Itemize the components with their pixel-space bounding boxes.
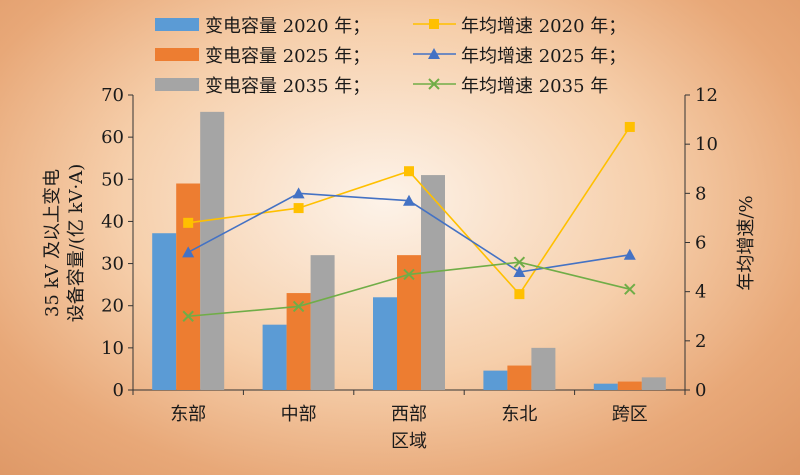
- point-2-东北: [513, 266, 526, 277]
- y2-axis-title: 年均增速/%: [736, 195, 757, 290]
- bar-1-跨区: [593, 383, 618, 390]
- y2-tick-label: 10: [695, 134, 718, 155]
- bar-2-跨区: [617, 381, 642, 390]
- x-tick-label: 东北: [501, 404, 537, 425]
- legend-swatch-bar-1: [155, 18, 199, 31]
- bar-1-东部: [152, 233, 177, 390]
- x-tick-label: 东部: [170, 404, 206, 425]
- point-2-中部: [292, 187, 305, 199]
- bar-3-东北: [531, 347, 556, 390]
- y-tick-label: 70: [101, 85, 124, 106]
- y2-tick-label: 2: [695, 331, 706, 352]
- point-1-西部: [404, 166, 414, 177]
- y2-tick-label: 6: [695, 233, 706, 254]
- y2-tick-label: 8: [695, 183, 706, 204]
- point-3-跨区: [624, 283, 636, 295]
- bar-2-中部: [286, 293, 311, 390]
- y-tick-label: 10: [101, 338, 124, 359]
- point-1-中部: [293, 203, 304, 214]
- y-tick-label: 40: [101, 211, 124, 232]
- point-3-东部: [182, 310, 194, 322]
- bar-2-西部: [397, 255, 421, 390]
- point-3-东北: [513, 256, 526, 268]
- y-tick-label: 30: [101, 254, 124, 275]
- legend-marker-1: [429, 19, 439, 29]
- bar-1-西部: [373, 297, 397, 390]
- bar-3-东部: [200, 111, 225, 390]
- y-axis-title-line1: 35 kV 及以上变电: [42, 169, 63, 317]
- y-axis-title-line2: 设备容量/(亿 kV·A): [66, 164, 87, 322]
- bar-2-东北: [507, 365, 532, 390]
- point-2-跨区: [623, 248, 636, 260]
- legend-label-bar-1: 变电容量 2020 年；: [205, 16, 370, 37]
- legend-marker-3: [428, 78, 440, 90]
- y2-tick-label: 12: [695, 85, 718, 106]
- bar-3-跨区: [641, 377, 666, 390]
- point-2-东部: [182, 246, 195, 258]
- legend-label-line-3: 年均增速 2035 年: [461, 76, 608, 97]
- x-tick-label: 跨区: [612, 404, 648, 425]
- point-1-东部: [183, 217, 194, 228]
- y-tick-label: 0: [113, 380, 124, 401]
- legend-marker-2: [428, 48, 440, 59]
- legend-label-line-1: 年均增速 2020 年；: [461, 16, 626, 37]
- y2-tick-label: 0: [695, 380, 706, 401]
- legend-label-bar-2: 变电容量 2025 年；: [205, 46, 370, 67]
- y-tick-label: 20: [101, 296, 124, 317]
- point-3-西部: [403, 268, 415, 281]
- y-tick-label: 60: [101, 127, 124, 148]
- bar-3-中部: [310, 255, 335, 390]
- point-3-中部: [292, 300, 305, 313]
- point-2-西部: [403, 194, 415, 206]
- bar-1-中部: [262, 324, 287, 390]
- y2-tick-label: 4: [695, 282, 706, 303]
- x-axis-title: 区域: [391, 431, 427, 452]
- legend-swatch-bar-3: [155, 78, 199, 91]
- legend-swatch-bar-2: [155, 48, 199, 61]
- legend-label-line-2: 年均增速 2025 年；: [461, 46, 626, 67]
- bar-1-东北: [483, 370, 508, 390]
- x-tick-label: 中部: [281, 404, 317, 425]
- y-tick-label: 50: [101, 169, 124, 190]
- point-1-东北: [514, 289, 525, 300]
- point-1-跨区: [624, 121, 635, 132]
- x-tick-label: 西部: [391, 404, 427, 425]
- bar-2-东部: [176, 183, 201, 390]
- legend-label-bar-3: 变电容量 2035 年；: [205, 76, 370, 97]
